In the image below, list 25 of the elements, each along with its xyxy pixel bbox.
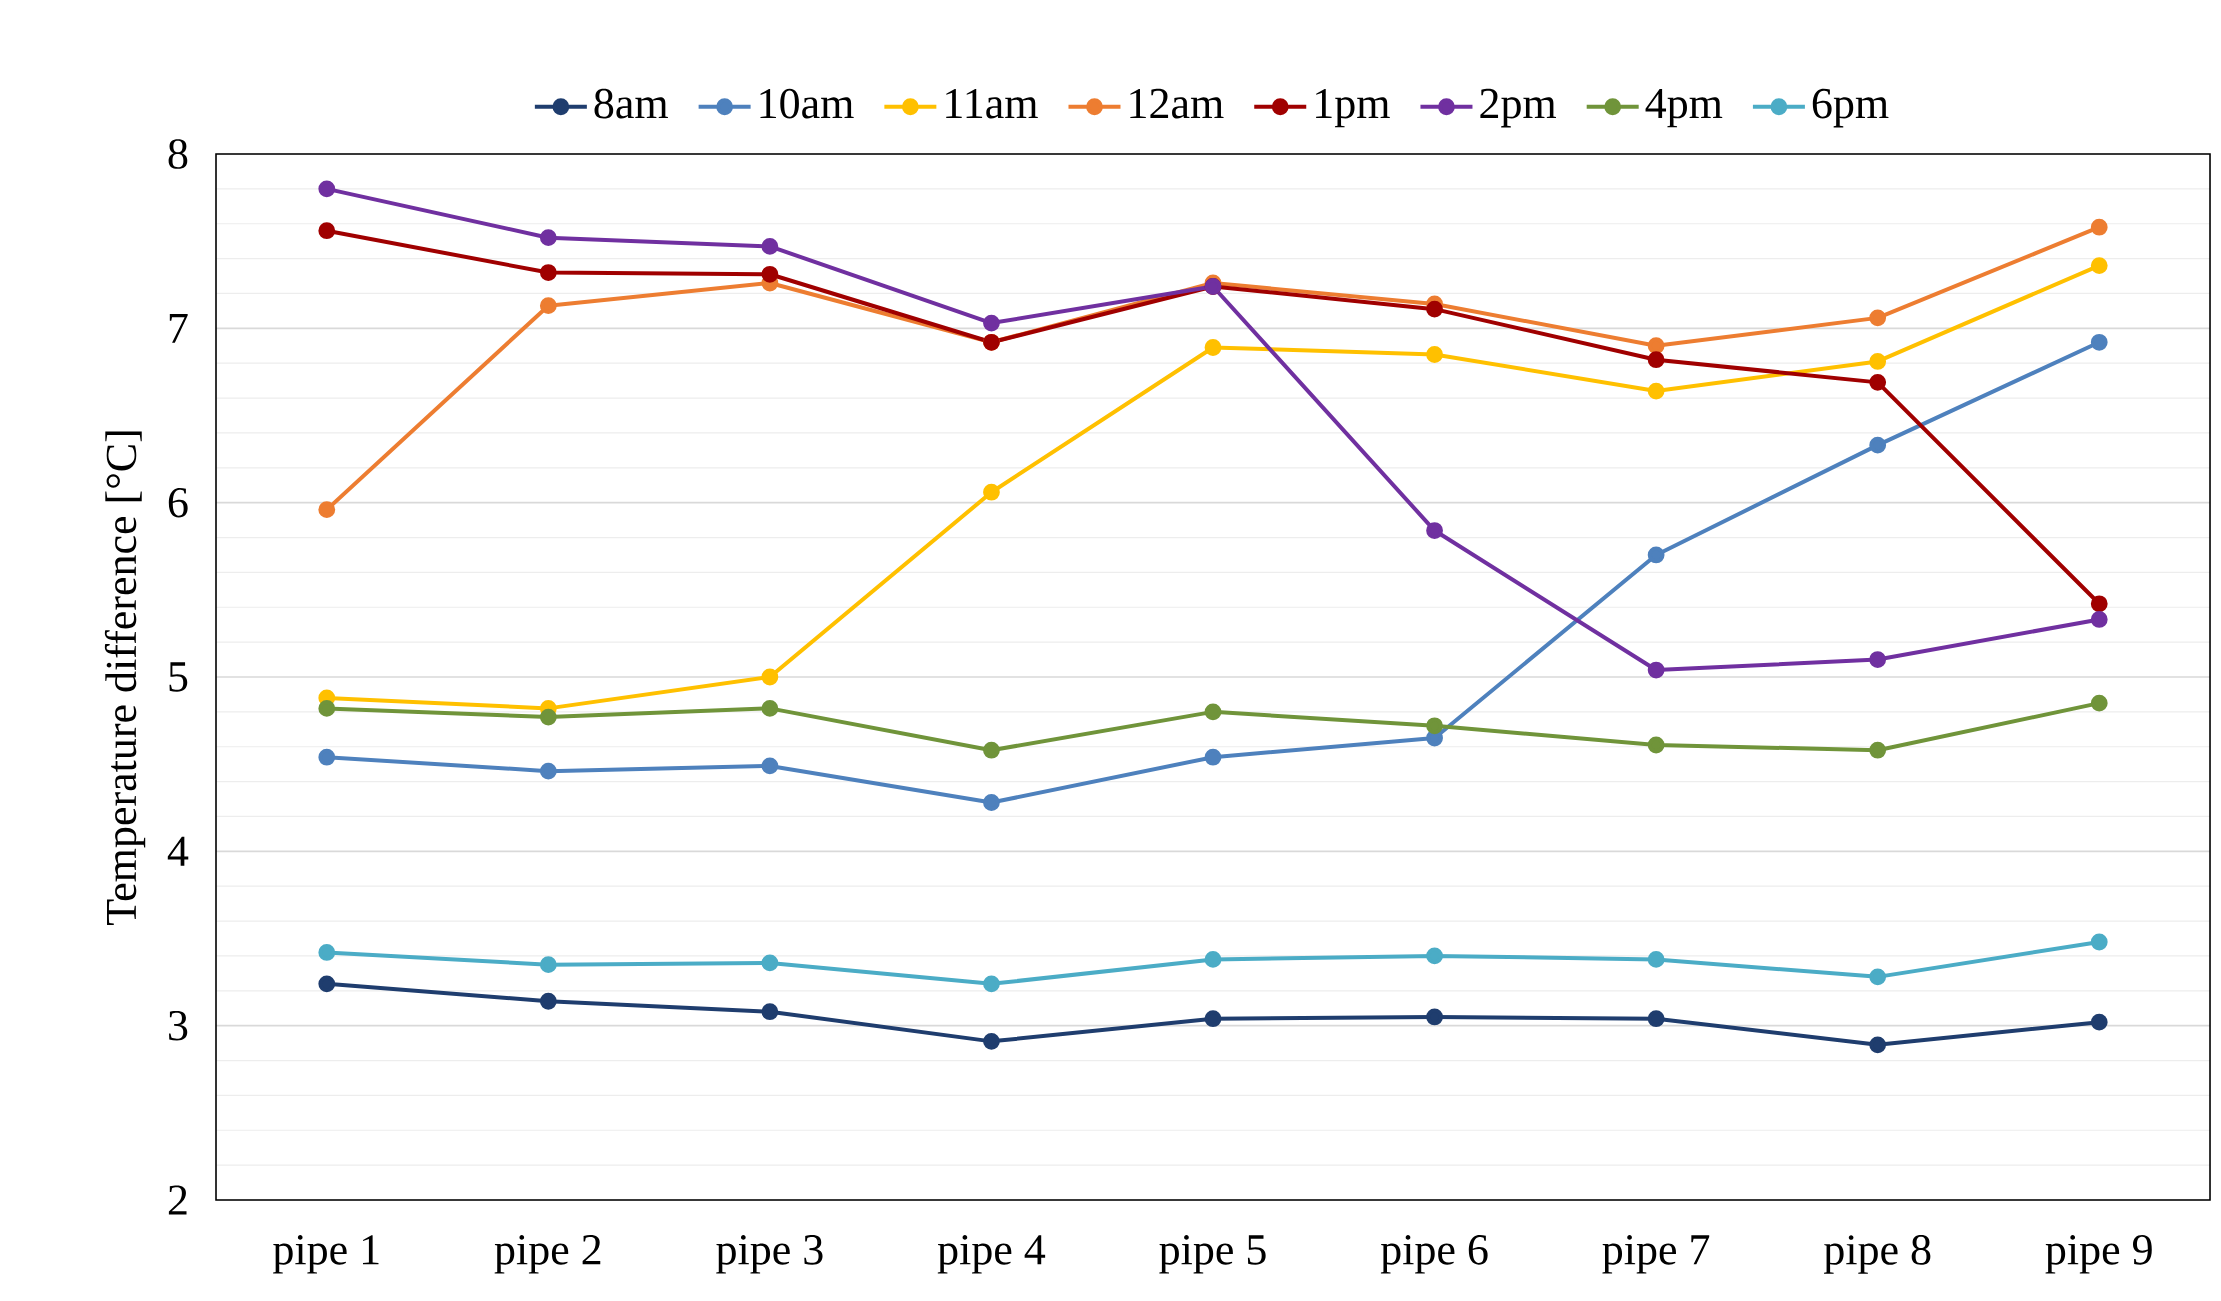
x-tick-label: pipe 2 [494, 1235, 601, 1274]
x-tick-label: pipe 6 [1380, 1235, 1488, 1274]
y-tick-label: 2 [168, 1185, 187, 1215]
legend-label: 10am [760, 88, 854, 119]
legend-label: 11am [946, 88, 1038, 119]
x-tick-label: pipe 1 [273, 1235, 379, 1274]
y-tick-label: 5 [169, 662, 188, 692]
x-tick-label: pipe 5 [1159, 1235, 1266, 1274]
legend-label: 1pm [1316, 88, 1390, 128]
y-tick-label: 6 [168, 487, 188, 518]
x-tick-label: pipe 4 [937, 1235, 1046, 1274]
x-tick-label: pipe 8 [1824, 1235, 1931, 1274]
legend-label: 2pm [1480, 88, 1556, 128]
x-tick-label: pipe 7 [1602, 1235, 1710, 1274]
y-tick-label: 3 [169, 1010, 188, 1041]
x-tick-label: pipe 3 [716, 1235, 823, 1274]
y-axis-title: Temperature difference [°C] [104, 431, 146, 925]
legend-label: 6pm [1812, 88, 1889, 128]
y-tick-label: 4 [167, 836, 189, 866]
x-tick-label: pipe 9 [2045, 1235, 2152, 1274]
y-tick-label: 8 [168, 139, 188, 169]
legend-label: 8am [594, 88, 668, 119]
legend-label: 4pm [1645, 88, 1723, 128]
legend-label: 12am [1130, 88, 1224, 119]
y-tick-label: 7 [169, 313, 188, 343]
